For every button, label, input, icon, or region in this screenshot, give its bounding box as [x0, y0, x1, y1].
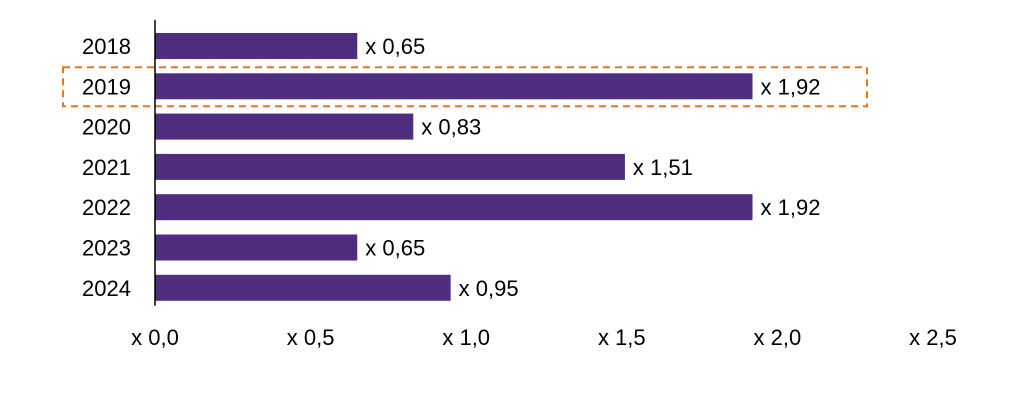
bar-2020: [155, 113, 414, 140]
data-label-2022: x 1,92: [761, 195, 821, 220]
category-label-2023: 2023: [82, 236, 131, 261]
x-tick-label: x 1,5: [598, 325, 646, 350]
x-tick-label: x 2,0: [754, 325, 802, 350]
bar-2023: [155, 234, 358, 261]
data-label-2024: x 0,95: [459, 276, 519, 301]
data-label-2021: x 1,51: [633, 155, 693, 180]
x-tick-label: x 2,5: [909, 325, 957, 350]
category-label-2024: 2024: [82, 276, 131, 301]
bar-2021: [155, 153, 625, 180]
x-tick-label: x 1,0: [442, 325, 490, 350]
category-label-2018: 2018: [82, 34, 131, 59]
category-label-2021: 2021: [82, 155, 131, 180]
x-tick-label: x 0,0: [131, 325, 179, 350]
category-label-2019: 2019: [82, 74, 131, 99]
data-label-2018: x 0,65: [365, 34, 425, 59]
category-label-2022: 2022: [82, 195, 131, 220]
data-label-2023: x 0,65: [365, 236, 425, 261]
bar-2019: [155, 73, 753, 100]
data-label-2020: x 0,83: [421, 115, 481, 140]
x-tick-label: x 0,5: [287, 325, 335, 350]
data-label-2019: x 1,92: [761, 74, 821, 99]
highlight-box: [62, 66, 868, 108]
bar-2024: [155, 274, 451, 301]
bar-2022: [155, 194, 753, 221]
bar-2018: [155, 33, 358, 59]
category-label-2020: 2020: [82, 115, 131, 140]
